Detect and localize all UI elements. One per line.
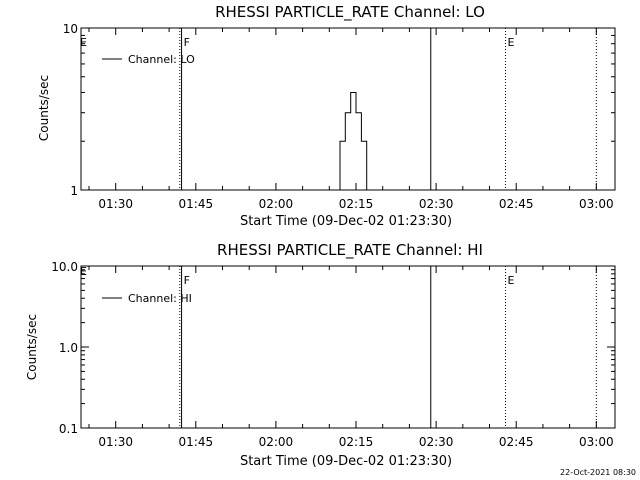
panel-1-axes-frame [80, 27, 616, 191]
panel-1-legend-label: Channel: LO [128, 53, 195, 66]
panel-1-series-0-line [334, 92, 378, 191]
panel-1-event-label-3: E [508, 36, 515, 49]
panel-2-edge-label: E [80, 265, 87, 278]
panel-2-xtick-label-2: 02:00 [259, 435, 294, 449]
panel-1-ytick-label-0: 1 [70, 184, 78, 198]
panel-1-xtick-label-4: 02:30 [419, 197, 454, 211]
panel-1-title: RHESSI PARTICLE_RATE Channel: LO [215, 3, 485, 22]
panel-2-xlabel: Start Time (09-Dec-02 01:23:30) [240, 454, 452, 469]
panel-2-xtick-label-1: 01:45 [179, 435, 214, 449]
panel-2-legend-label: Channel: HI [128, 292, 192, 305]
panel-2-xtick-label-5: 02:45 [499, 435, 534, 449]
panel-1-ytick-label-1: 10 [63, 22, 78, 36]
panel-1-event-label-1: F [184, 36, 190, 49]
panel-1-xlabel: Start Time (09-Dec-02 01:23:30) [240, 214, 452, 229]
panel-2-ytick-label-0: 0.1 [59, 422, 78, 436]
chart-marks: 01:30 01:45 02:00 02:15 02:30 02:45 03:00 1 10 F E… [51, 22, 616, 449]
panel-1-xtick-label-6: 03:00 [579, 197, 614, 211]
panel-2-xtick-label-3: 02:15 [339, 435, 374, 449]
panel-2-event-label-3: E [508, 274, 515, 287]
panel-2-ytick-label-2: 10.0 [51, 260, 78, 274]
panel-2-xtick-label-0: 01:30 [98, 435, 133, 449]
panel-1-edge-label: E [80, 36, 87, 49]
panel-2-title: RHESSI PARTICLE_RATE Channel: HI [217, 241, 483, 260]
panel-2-ylabel: Counts/sec [25, 314, 39, 380]
panel-1-xtick-label-0: 01:30 [98, 197, 133, 211]
panel-1-xtick-label-3: 02:15 [339, 197, 374, 211]
panel-1-xtick-label-5: 02:45 [499, 197, 534, 211]
panel-1-ylabel: Counts/sec [37, 75, 51, 141]
footer-timestamp: 22-Oct-2021 08:30 [560, 468, 636, 477]
panel-2-event-label-1: F [184, 274, 190, 287]
panel-2-xtick-label-6: 03:00 [579, 435, 614, 449]
panel-1-xtick-label-2: 02:00 [259, 197, 294, 211]
panel-2-xtick-label-4: 02:30 [419, 435, 454, 449]
panel-1-xtick-label-1: 01:45 [179, 197, 214, 211]
panel-2-ytick-label-1: 1.0 [59, 341, 78, 355]
